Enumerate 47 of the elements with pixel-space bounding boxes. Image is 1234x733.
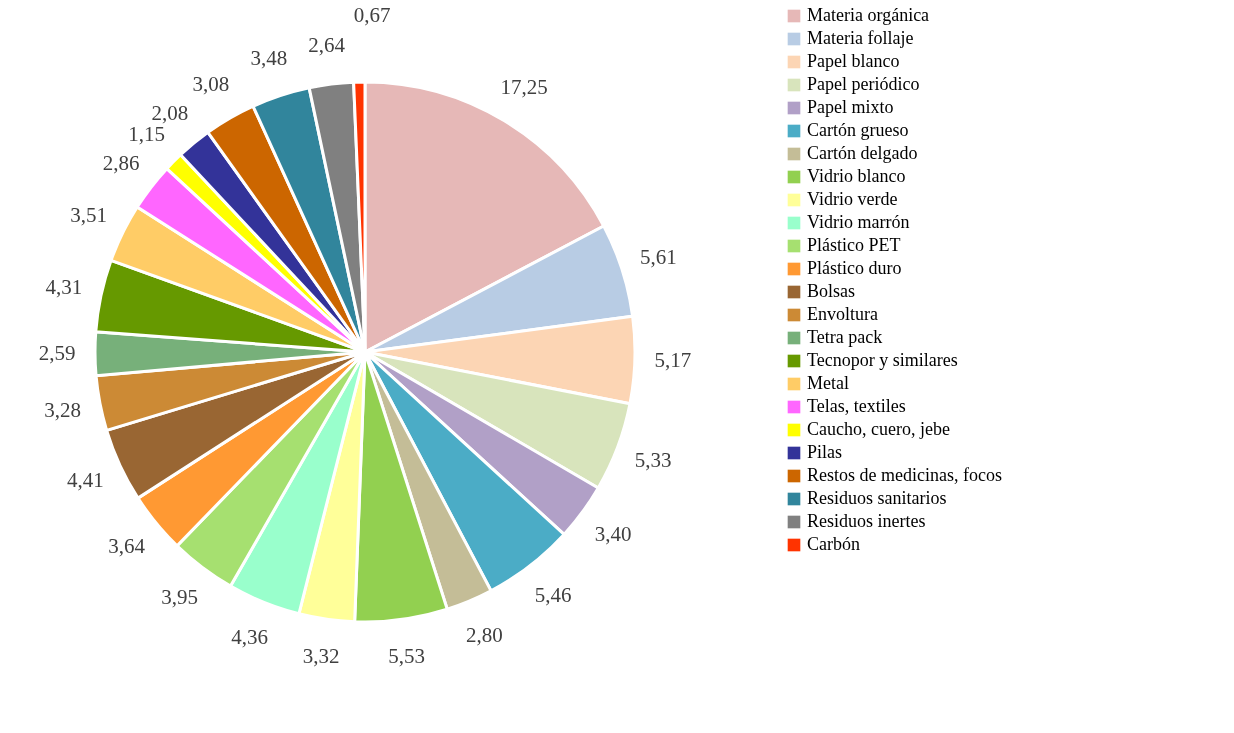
data-label: 3,95 bbox=[161, 584, 199, 609]
data-label: 5,33 bbox=[634, 447, 672, 472]
legend-label: Residuos sanitarios bbox=[807, 488, 947, 508]
data-label: 2,86 bbox=[102, 150, 140, 175]
data-label: 2,64 bbox=[308, 33, 346, 58]
legend-label: Materia follaje bbox=[807, 28, 914, 48]
data-label: 3,51 bbox=[70, 203, 107, 228]
legend-label: Papel blanco bbox=[807, 51, 900, 71]
legend-label: Papel periódico bbox=[807, 74, 920, 94]
data-label: 3,08 bbox=[192, 72, 230, 97]
data-label: 3,48 bbox=[250, 46, 288, 71]
data-label: 0,67 bbox=[353, 3, 391, 28]
data-label: 5,61 bbox=[640, 245, 677, 270]
data-label: 2,59 bbox=[38, 341, 76, 366]
legend-label: Cartón delgado bbox=[807, 143, 918, 163]
legend-label: Tetra pack bbox=[807, 327, 883, 347]
data-label: 5,53 bbox=[388, 644, 425, 669]
legend-label: Vidrio blanco bbox=[807, 166, 906, 186]
data-label: 4,31 bbox=[45, 274, 83, 299]
legend-label: Vidrio verde bbox=[807, 189, 898, 209]
legend-label: Tecnopor y similares bbox=[807, 350, 958, 370]
legend-label: Telas, textiles bbox=[807, 396, 906, 416]
data-label: 3,64 bbox=[108, 534, 146, 559]
legend-label: Bolsas bbox=[807, 281, 856, 301]
data-label: 3,32 bbox=[302, 643, 340, 668]
legend-label: Pilas bbox=[807, 442, 843, 462]
legend-label: Carbón bbox=[807, 534, 860, 554]
legend-label: Vidrio marrón bbox=[807, 212, 910, 232]
legend-label: Materia orgánica bbox=[807, 5, 930, 25]
data-label: 2,80 bbox=[465, 622, 503, 647]
legend-label: Metal bbox=[807, 373, 849, 393]
data-label: 4,41 bbox=[67, 468, 104, 493]
legend-label: Papel mixto bbox=[807, 97, 894, 117]
data-label: 2,08 bbox=[151, 100, 189, 125]
data-label: 5,46 bbox=[534, 582, 572, 607]
legend-label: Plástico duro bbox=[807, 258, 902, 278]
legend-label: Residuos inertes bbox=[807, 511, 926, 531]
legend-label: Plástico PET bbox=[807, 235, 901, 255]
data-label: 17,25 bbox=[500, 75, 548, 100]
legend-label: Caucho, cuero, jebe bbox=[807, 419, 950, 439]
legend-label: Cartón grueso bbox=[807, 120, 909, 140]
legend-label: Envoltura bbox=[807, 304, 878, 324]
data-label: 3,40 bbox=[594, 521, 632, 546]
data-label: 5,17 bbox=[654, 348, 692, 373]
data-label: 3,28 bbox=[44, 397, 81, 422]
legend-label: Restos de medicinas, focos bbox=[807, 465, 1002, 485]
data-label: 4,36 bbox=[231, 624, 268, 649]
